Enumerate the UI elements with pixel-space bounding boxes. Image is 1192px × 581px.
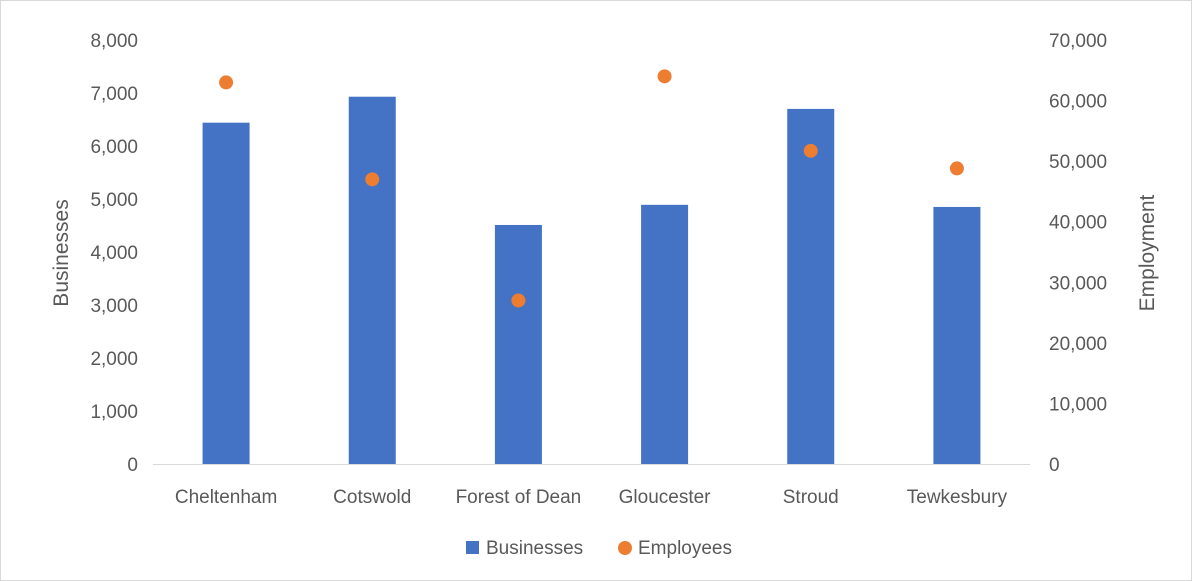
y2-axis-title: Employment xyxy=(1136,194,1159,311)
point-employees xyxy=(365,172,380,187)
x-tick-label: Cheltenham xyxy=(175,487,277,508)
x-tick-label: Forest of Dean xyxy=(456,487,582,508)
x-ticks: Cheltenham Cotswold Forest of Dean Gloucest… xyxy=(175,487,1008,508)
x-tick-label: Stroud xyxy=(783,487,839,508)
bar-businesses xyxy=(348,96,396,465)
point-employees xyxy=(949,161,964,176)
x-tick-label: Tewkesbury xyxy=(907,487,1008,508)
x-tick-label: Cotswold xyxy=(333,487,411,508)
right-axis: 0 10,000 20,000 30,000 40,000 50,000 60,000 70,… xyxy=(1049,31,1107,476)
y2-tick-label: 0 xyxy=(1049,455,1060,476)
legend: Businesses Employees xyxy=(466,538,732,559)
y2-tick-label: 10,000 xyxy=(1049,394,1107,415)
y-tick-label: 6,000 xyxy=(90,137,138,158)
y-tick-label: 8,000 xyxy=(90,31,138,52)
bars xyxy=(202,96,981,465)
y2-tick-label: 60,000 xyxy=(1049,92,1107,113)
point-employees xyxy=(803,143,818,158)
y2-tick-label: 50,000 xyxy=(1049,152,1107,173)
bar-businesses xyxy=(933,206,981,464)
point-employees xyxy=(657,69,672,84)
y2-tick-label: 70,000 xyxy=(1049,31,1107,52)
legend-label-employees: Employees xyxy=(638,538,732,559)
bar-businesses xyxy=(494,224,542,464)
legend-swatch-employees xyxy=(618,541,632,555)
y2-tick-label: 20,000 xyxy=(1049,334,1107,355)
y2-tick-label: 40,000 xyxy=(1049,213,1107,234)
y-tick-label: 5,000 xyxy=(90,190,138,211)
bar-businesses xyxy=(641,204,689,464)
y-tick-label: 2,000 xyxy=(90,349,138,370)
point-employees xyxy=(219,75,234,90)
y-axis-title: Businesses xyxy=(50,199,73,306)
bar-businesses xyxy=(787,108,835,465)
y-tick-label: 3,000 xyxy=(90,296,138,317)
y-tick-label: 1,000 xyxy=(90,402,138,423)
y-tick-label: 7,000 xyxy=(90,84,138,105)
left-axis: 0 1,000 2,000 3,000 4,000 5,000 6,000 7,000 8,00… xyxy=(90,31,138,476)
legend-label-businesses: Businesses xyxy=(486,538,583,559)
y-tick-label: 0 xyxy=(127,455,138,476)
x-tick-label: Gloucester xyxy=(619,487,712,508)
legend-swatch-businesses xyxy=(466,541,479,554)
bar-businesses xyxy=(202,122,250,465)
point-employees xyxy=(511,293,526,308)
points xyxy=(219,69,964,308)
y-tick-label: 4,000 xyxy=(90,243,138,264)
y2-tick-label: 30,000 xyxy=(1049,273,1107,294)
